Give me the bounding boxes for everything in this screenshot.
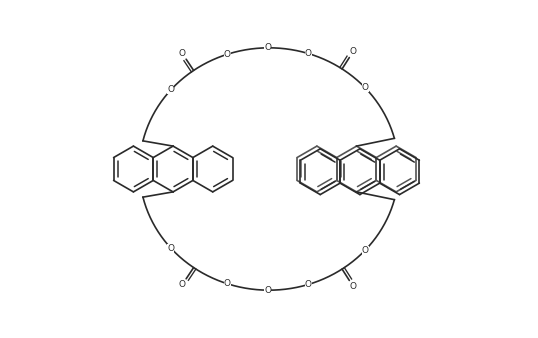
Text: O: O [350,47,357,56]
Text: O: O [350,282,357,291]
Text: O: O [362,246,369,255]
Text: O: O [305,280,312,289]
Text: O: O [264,43,271,52]
Text: O: O [167,86,174,94]
Text: O: O [224,279,231,288]
Text: O: O [179,49,186,57]
Text: O: O [167,244,174,252]
Text: O: O [362,83,369,92]
Text: O: O [264,286,271,295]
Text: O: O [179,281,186,289]
Text: O: O [305,49,312,58]
Text: O: O [224,50,231,59]
